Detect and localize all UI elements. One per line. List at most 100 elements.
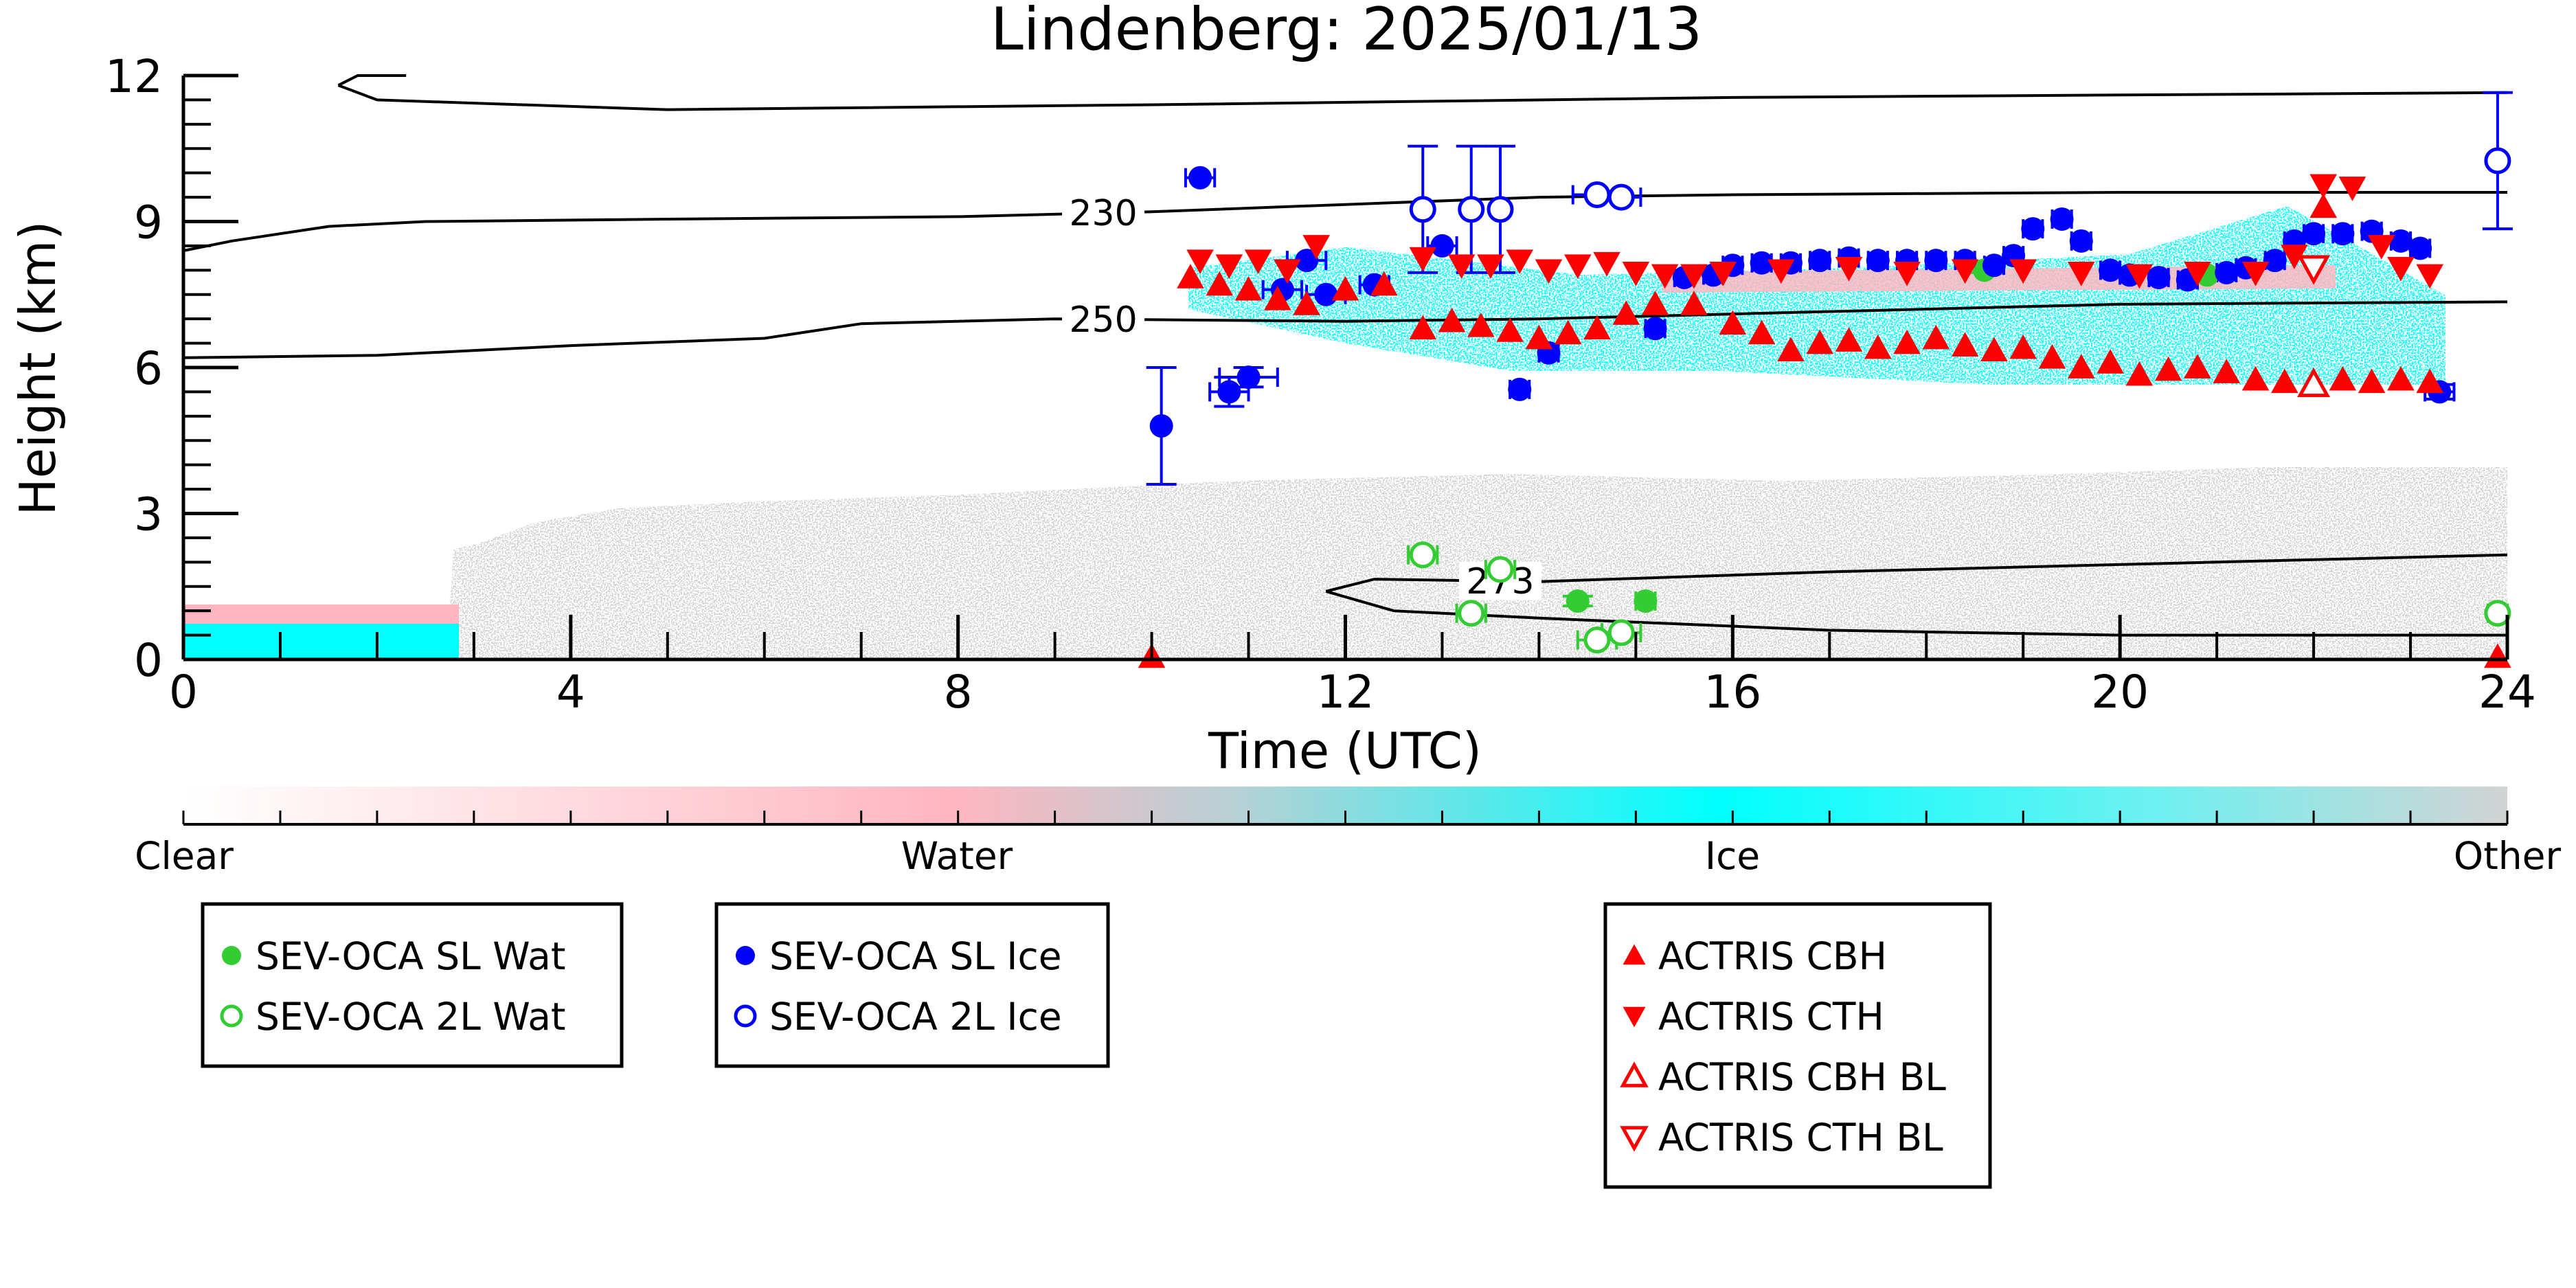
actris-cbh-point [1525,324,1553,350]
actris-cth-point [1535,259,1563,284]
x-tick-label: 12 [1317,666,1375,719]
sev-oca-sl-ice-point [1295,249,1319,273]
sev-oca-sl-ice-point [1508,377,1532,401]
x-tick-label: 8 [944,666,973,719]
sev-oca-sl-ice-point [1430,234,1454,258]
colorbar-label: Ice [1705,834,1760,878]
legend-marker [220,1004,243,1028]
actris-cth-point [1651,264,1679,289]
sev-oca-2l-wat-point [1607,619,1635,646]
y-tick-label: 9 [134,196,163,249]
y-ticks: 0 3 6 9 12 [105,50,238,687]
actris-cth-point [2338,177,2366,201]
actris-cbh-point [2309,193,2337,218]
y-tick-label: 12 [105,50,163,103]
actris-cbh-point [1922,324,1950,350]
actris-cbh-point [2484,643,2511,668]
actris-cth-point [2416,264,2444,289]
sev-oca-2l-wat-point [1583,626,1611,654]
actris-cth-point [1477,254,1504,280]
actris-cbh-point [1467,312,1495,337]
legend-box [1603,902,1992,1189]
actris-cbh-point [1719,310,1747,335]
y-tick-label: 3 [134,488,163,541]
sev-oca-sl-ice-point [2050,207,2074,231]
legend-marker [1623,944,1646,965]
legend-marker [734,1004,757,1028]
colorbar: Clear Water Ice Other [135,787,2561,878]
sev-oca-sl-ice-point [2069,229,2093,253]
actris-cbh-point [1206,271,1234,296]
temperature-contour-line [337,84,2508,111]
actris-cbh-point [2270,368,2298,394]
contour-label-background [1062,194,1145,233]
actris-cbh-point [2213,359,2241,383]
actris-cth-point [1409,247,1437,272]
sev-oca-sl-wat-point [1566,589,1590,613]
sev-oca-sl-ice-point [1924,249,1948,273]
actris-cth-point [1274,259,1301,284]
actris-cbh-point [1177,264,1204,289]
legend-marker [736,946,755,965]
actris-cbh-point [2067,354,2095,379]
actris-cbh-point [1554,319,1582,345]
sev-oca-sl-ice-point [2099,258,2123,282]
y-axis-label: Height (km) [9,221,67,516]
actris-cbh-point [1893,329,1921,354]
actris-cth-point [2241,262,2270,286]
legend-marker [1620,1126,1649,1152]
legend-entry-label: SEV-OCA SL Wat [256,934,565,978]
sev-oca-2l-wat-point [1487,556,1514,583]
actris-cbh-point [1748,319,1776,345]
actris-cth-point [2367,235,2395,260]
actris-cbh-point [1864,334,1892,359]
actris-cth-point [1767,259,1795,284]
colorbar-label: Other [2454,834,2562,878]
actris-cth-point [2067,262,2095,286]
actris-cth-point [1215,254,1243,280]
actris-cbh-point [1806,329,1833,354]
x-axis-label: Time (UTC) [1208,722,1482,780]
actris-cth-point [1244,249,1272,274]
colorbar-ticks [182,811,2509,824]
actris-cth-point [1506,249,1534,274]
actris-cbh-point [1612,300,1640,325]
sev-oca-sl-ice-point [2147,265,2171,289]
actris-cbh-point [2125,361,2154,386]
sev-oca-sl-ice-point [1866,249,1890,273]
temperature-contours: 230250273 [183,74,2508,637]
sev-oca-2l-wat-point [1458,600,1485,627]
chart-title: Lindenberg: 2025/01/13 [991,0,1702,64]
temperature-contour-line [1325,589,2507,637]
actris-cbh-point [2154,356,2182,381]
temperature-contour-line [337,74,407,87]
actris-cth-point [1835,256,1863,282]
sev-oca-2l-ice-point [1409,196,1436,223]
water-class-area [184,605,459,625]
colorbar-labels: Clear Water Ice Other [135,834,2561,878]
actris-cth-point [1893,262,1921,286]
actris-cth-point [1951,259,1979,284]
sev-oca-sl-ice-point [1149,414,1173,438]
sev-oca-sl-ice-point [2302,222,2326,246]
actris-cbh-point [1680,291,1708,315]
actris-cbh-point [1980,337,2008,362]
x-tick-label: 24 [2478,666,2536,719]
legend-entry-label: SEV-OCA 2L Wat [256,995,566,1039]
legend-entry-label: ACTRIS CBH BL [1658,1055,1946,1099]
actris-cth-point [1680,264,1708,289]
actris-cbh-point [2387,365,2415,391]
actris-cbh-point [1264,286,1291,310]
legend-entry-label: ACTRIS CTH BL [1658,1116,1943,1160]
sev-oca-sl-ice-point [1750,251,1774,275]
sev-oca-sl-wat-point [1634,589,1658,613]
temperature-contour-line [183,191,2507,252]
y-tick-label: 6 [134,342,163,395]
legend-marker [222,946,241,965]
actris-cth-point [2281,245,2308,269]
actris-cbh-point [1409,315,1437,340]
sev-oca-2l-ice-point [1487,196,1514,223]
actris-cbh-point [1777,337,1805,362]
sev-oca-sl-ice-point [2388,229,2413,253]
colorbar-label: Clear [135,834,234,878]
